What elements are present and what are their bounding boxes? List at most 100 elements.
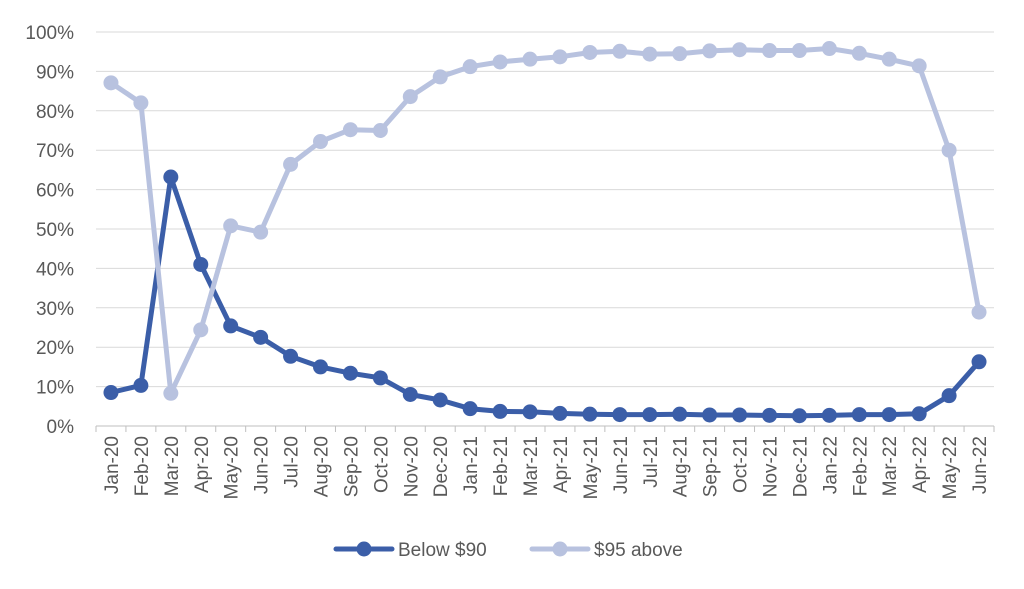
data-point — [881, 51, 897, 67]
data-point — [642, 407, 658, 423]
data-point — [732, 407, 748, 423]
data-point — [522, 51, 538, 67]
data-point — [582, 406, 598, 422]
data-point — [971, 304, 987, 320]
x-tick-label: Jan-21 — [461, 436, 482, 494]
data-point — [881, 407, 897, 423]
data-point — [402, 89, 418, 105]
x-tick-label: Feb-22 — [850, 436, 871, 496]
series-line — [108, 46, 982, 396]
data-point — [821, 41, 837, 57]
data-point — [432, 392, 448, 408]
x-tick-label: Jan-22 — [820, 436, 841, 494]
data-point — [762, 43, 777, 59]
data-point — [791, 408, 807, 424]
series-0 — [103, 169, 987, 424]
data-point — [911, 58, 927, 74]
data-point — [612, 43, 628, 59]
y-tick-label: 60% — [36, 181, 74, 202]
data-point — [432, 69, 448, 85]
y-tick-label: 30% — [36, 299, 74, 320]
y-tick-label: 70% — [36, 141, 74, 162]
data-point — [612, 407, 628, 423]
x-tick-label: May-20 — [222, 436, 243, 499]
x-tick-label: Mar-22 — [880, 436, 901, 496]
data-point — [762, 407, 777, 423]
y-tick-label: 10% — [36, 378, 74, 399]
data-point — [372, 370, 388, 386]
data-point — [163, 169, 179, 185]
data-point — [133, 377, 149, 393]
y-axis: 0% 10% 20% 30% 40% 50% 60% 70% 80% 90% 100% — [25, 23, 74, 438]
data-point — [402, 386, 418, 402]
data-point — [283, 348, 299, 364]
legend-swatch-marker — [552, 541, 568, 557]
data-point — [342, 365, 358, 381]
x-tick-label: Apr-22 — [910, 436, 931, 493]
data-point — [971, 354, 987, 370]
gridlines — [96, 31, 994, 388]
x-tick-label: May-22 — [940, 436, 961, 499]
legend-label: Below $90 — [398, 540, 487, 561]
legend-label: $95 above — [594, 540, 683, 561]
data-point — [522, 404, 538, 420]
x-tick-label: Aug-20 — [312, 436, 333, 497]
data-point — [552, 405, 568, 421]
y-tick-label: 80% — [36, 102, 74, 123]
y-tick-label: 50% — [36, 220, 74, 241]
data-point — [821, 407, 837, 423]
x-tick-label: Mar-20 — [162, 436, 183, 496]
y-tick-label: 20% — [36, 338, 74, 359]
x-tick-label: Feb-20 — [132, 436, 153, 496]
x-tick-label: Dec-20 — [431, 436, 452, 497]
data-point — [492, 403, 508, 419]
x-tick-label: Aug-21 — [671, 436, 692, 497]
x-tick-label: Sep-21 — [701, 436, 722, 497]
data-point — [342, 122, 358, 138]
data-point — [462, 59, 478, 75]
data-point — [492, 54, 508, 70]
x-tick-label: Jan-20 — [102, 436, 123, 494]
x-tick-label: Feb-21 — [491, 436, 512, 496]
data-point — [163, 385, 179, 401]
data-point — [283, 156, 299, 172]
data-point — [223, 218, 239, 234]
data-point — [851, 407, 867, 423]
data-point — [791, 43, 807, 59]
x-tick-label: Oct-21 — [731, 436, 752, 493]
y-tick-label: 40% — [36, 259, 74, 280]
y-tick-label: 0% — [47, 417, 75, 438]
y-tick-label: 90% — [36, 62, 74, 83]
x-tick-label: Dec-21 — [790, 436, 811, 497]
data-point — [941, 388, 957, 404]
data-point — [911, 406, 927, 422]
data-point — [313, 359, 328, 375]
x-tick-label: Jul-20 — [282, 436, 303, 488]
x-tick-label: Jun-21 — [611, 436, 632, 494]
data-point — [702, 43, 718, 59]
data-point — [672, 406, 688, 422]
data-point — [253, 329, 269, 345]
x-tick-label: Nov-21 — [761, 436, 782, 497]
legend-item: $95 above — [529, 540, 683, 561]
data-point — [103, 385, 119, 401]
data-point — [941, 142, 957, 158]
data-point — [193, 322, 209, 338]
x-tick-label: Jun-20 — [252, 436, 273, 494]
x-tick-label: Jul-21 — [641, 436, 662, 488]
data-point — [313, 134, 328, 150]
data-point — [672, 46, 688, 62]
legend-swatch-marker — [356, 541, 372, 557]
x-tick-label: Nov-20 — [401, 436, 422, 497]
data-point — [732, 42, 748, 58]
data-point — [702, 407, 718, 423]
data-point — [253, 224, 269, 240]
x-tick-label: Apr-21 — [551, 436, 572, 493]
x-axis: Jan-20 Feb-20 Mar-20 Apr-20 May-20 Jun-20 Jul-… — [95, 425, 995, 499]
data-point — [851, 45, 867, 61]
data-point — [582, 44, 598, 60]
x-tick-label: Oct-20 — [371, 436, 392, 493]
legend-item: Below $90 — [333, 540, 487, 561]
